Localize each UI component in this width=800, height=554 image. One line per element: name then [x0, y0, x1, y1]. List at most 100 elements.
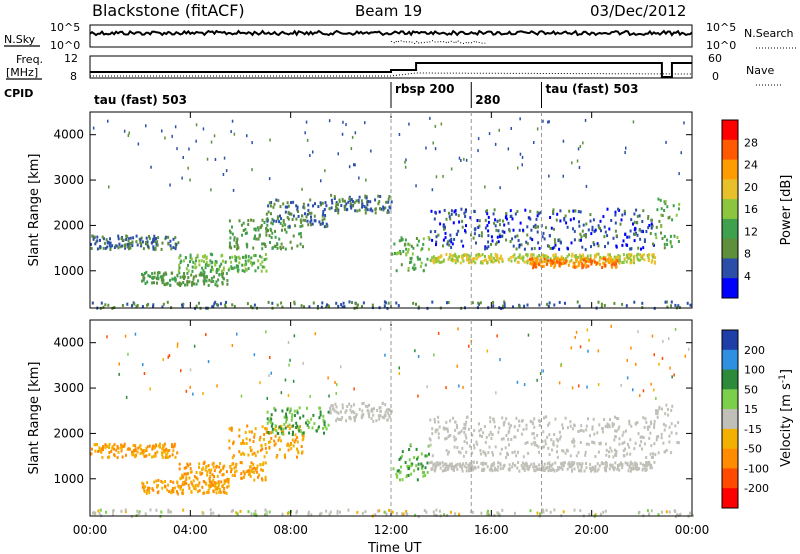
data-cell: [674, 303, 677, 307]
data-cell: [137, 142, 140, 146]
data-cell: [181, 483, 184, 487]
data-cell: [164, 271, 167, 275]
data-cell: [464, 253, 467, 257]
data-cell: [613, 301, 616, 305]
data-cell: [527, 333, 530, 337]
data-cell: [669, 241, 672, 245]
data-cell: [378, 200, 381, 204]
data-cell: [347, 508, 350, 512]
data-cell: [431, 454, 434, 458]
data-cell: [115, 244, 118, 248]
data-cell: [476, 219, 479, 222]
data-cell: [217, 278, 220, 282]
data-cell: [214, 300, 217, 304]
data-cell: [641, 435, 643, 439]
data-cell: [321, 214, 324, 218]
data-cell: [419, 265, 422, 268]
data-cell: [556, 468, 559, 472]
data-cell: [629, 438, 632, 442]
data-cell: [309, 154, 311, 157]
data-cell: [253, 451, 256, 455]
data-cell: [229, 244, 231, 248]
data-cell: [249, 446, 252, 449]
data-cell: [271, 231, 274, 235]
data-cell: [618, 468, 621, 472]
data-cell: [401, 238, 404, 241]
data-cell: [302, 414, 305, 418]
data-cell: [475, 440, 478, 444]
data-cell: [336, 511, 339, 515]
data-cell: [450, 237, 453, 241]
data-cell: [448, 255, 451, 259]
data-cell: [246, 134, 248, 138]
data-cell: [641, 220, 644, 223]
cpid-segment-label: rbsp 200: [395, 82, 454, 96]
data-cell: [525, 464, 528, 468]
data-cell: [202, 392, 204, 395]
data-cell: [518, 304, 521, 308]
data-cell: [565, 257, 568, 260]
data-cell: [294, 438, 297, 442]
data-cell: [268, 445, 271, 449]
data-cell: [212, 483, 214, 487]
data-cell: [636, 421, 639, 424]
colorbar-swatch: [722, 218, 738, 240]
data-cell: [426, 385, 428, 389]
data-cell: [280, 301, 283, 305]
data-cell: [604, 424, 607, 428]
data-cell: [113, 447, 115, 451]
data-cell: [100, 449, 103, 453]
data-cell: [448, 243, 451, 247]
data-cell: [446, 242, 449, 246]
data-cell: [499, 186, 501, 190]
data-cell: [619, 259, 621, 263]
data-cell: [538, 246, 541, 250]
data-cell: [263, 221, 266, 224]
data-cell: [233, 474, 236, 478]
data-cell: [472, 460, 475, 464]
data-cell: [161, 481, 164, 484]
data-cell: [390, 409, 393, 413]
data-cell: [131, 450, 133, 454]
data-cell: [299, 242, 302, 246]
data-cell: [651, 224, 654, 228]
data-cell: [421, 467, 424, 471]
data-cell: [249, 472, 251, 476]
data-cell: [491, 463, 494, 467]
data-cell: [99, 238, 101, 242]
data-cell: [307, 426, 310, 429]
data-cell: [285, 230, 288, 234]
data-cell: [302, 431, 305, 435]
data-cell: [603, 418, 606, 422]
data-cell: [270, 413, 273, 417]
data-cell: [623, 440, 626, 444]
data-cell: [353, 387, 355, 391]
data-cell: [609, 418, 611, 422]
data-cell: [92, 237, 95, 241]
data-cell: [533, 436, 536, 440]
data-cell: [512, 244, 515, 248]
data-cell: [157, 444, 160, 448]
data-cell: [234, 470, 236, 474]
data-cell: [442, 244, 444, 248]
data-cell: [481, 260, 484, 264]
data-cell: [415, 302, 417, 306]
data-cell: [572, 462, 575, 466]
data-cell: [218, 267, 220, 271]
data-cell: [649, 466, 652, 470]
data-cell: [176, 147, 178, 151]
data-cell: [310, 513, 313, 517]
data-cell: [651, 253, 654, 257]
data-cell: [488, 258, 491, 262]
data-cell: [302, 245, 304, 249]
data-cell: [435, 211, 437, 215]
data-cell: [261, 447, 264, 451]
data-cell: [492, 453, 494, 457]
data-cell: [215, 491, 218, 495]
data-cell: [278, 237, 281, 241]
data-cell: [591, 225, 594, 229]
data-cell: [275, 429, 278, 433]
data-cell: [264, 475, 267, 479]
data-cell: [650, 382, 652, 386]
data-cell: [397, 304, 400, 308]
